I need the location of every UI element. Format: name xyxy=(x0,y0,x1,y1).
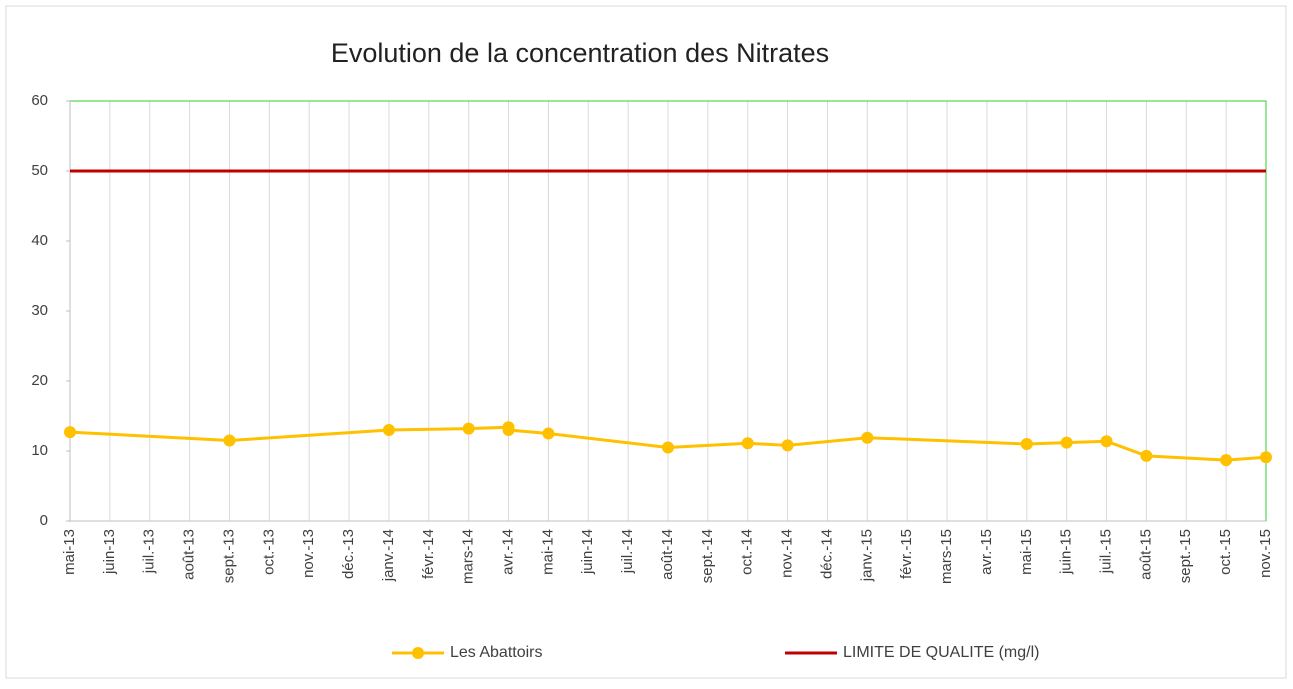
point xyxy=(1100,435,1113,448)
y-tick-label: 50 xyxy=(31,162,48,179)
y-tick-label: 60 xyxy=(31,92,48,109)
x-tick-label: oct.-13 xyxy=(260,529,277,575)
legend-label: LIMITE DE QUALITE (mg/l) xyxy=(843,644,1039,661)
y-tick-label: 20 xyxy=(31,372,48,389)
x-tick-label: août-14 xyxy=(659,529,676,580)
x-tick-label: mai-14 xyxy=(539,529,556,575)
x-tick-label: juin-14 xyxy=(579,529,596,575)
y-tick-label: 0 xyxy=(40,512,48,529)
x-tick-label: oct.-14 xyxy=(739,529,756,575)
x-tick-label: juil.-15 xyxy=(1098,529,1115,574)
x-tick-label: avr.-14 xyxy=(500,529,517,575)
x-tick-label: sept.-13 xyxy=(220,529,237,583)
point xyxy=(1020,438,1033,450)
point xyxy=(1140,449,1153,462)
x-tick-label: mars-14 xyxy=(460,529,477,584)
point xyxy=(462,422,475,435)
x-tick-label: févr.-15 xyxy=(898,529,915,579)
x-tick-label: mars-15 xyxy=(938,529,955,584)
x-tick-label: nov.-14 xyxy=(779,529,796,578)
point xyxy=(1220,454,1233,467)
y-tick-label: 10 xyxy=(31,442,48,459)
x-tick-label: juil.-13 xyxy=(141,529,158,574)
x-tick-label: févr.-14 xyxy=(420,529,437,579)
x-tick-label: oct.-15 xyxy=(1217,529,1234,575)
point xyxy=(542,427,555,440)
point xyxy=(1260,451,1272,464)
chart-border xyxy=(5,5,1287,679)
point xyxy=(662,441,674,454)
x-tick-label: mai-13 xyxy=(61,529,78,575)
point xyxy=(781,439,794,452)
x-tick-label: mai-15 xyxy=(1018,529,1035,575)
x-tick-label: sept.-15 xyxy=(1177,529,1194,583)
x-tick-label: janv.-15 xyxy=(858,529,875,582)
x-tick-label: août-13 xyxy=(181,529,198,580)
x-tick-label: janv.-14 xyxy=(380,529,397,582)
y-tick-label: 30 xyxy=(31,302,48,319)
x-tick-label: juil.-14 xyxy=(619,529,636,574)
x-tick-label: juin-13 xyxy=(101,529,118,575)
x-tick-label: déc.-14 xyxy=(818,529,835,579)
legend-label: Les Abattoirs xyxy=(450,644,543,661)
legend-marker xyxy=(412,647,424,659)
x-tick-label: juin-15 xyxy=(1058,529,1075,575)
x-tick-label: nov.-15 xyxy=(1257,529,1274,578)
point xyxy=(861,431,874,444)
chart-title: Evolution de la concentration des Nitrat… xyxy=(331,38,829,68)
point xyxy=(64,426,76,439)
point xyxy=(502,424,515,436)
point xyxy=(223,434,236,447)
point xyxy=(741,437,754,450)
x-tick-label: août-15 xyxy=(1137,529,1154,580)
x-tick-label: sept.-14 xyxy=(699,529,716,583)
point xyxy=(382,424,395,436)
y-tick-label: 40 xyxy=(31,232,48,249)
x-tick-label: avr.-15 xyxy=(978,529,995,575)
x-tick-label: nov.-13 xyxy=(300,529,317,578)
x-tick-label: déc.-13 xyxy=(340,529,357,579)
point xyxy=(1060,436,1073,449)
